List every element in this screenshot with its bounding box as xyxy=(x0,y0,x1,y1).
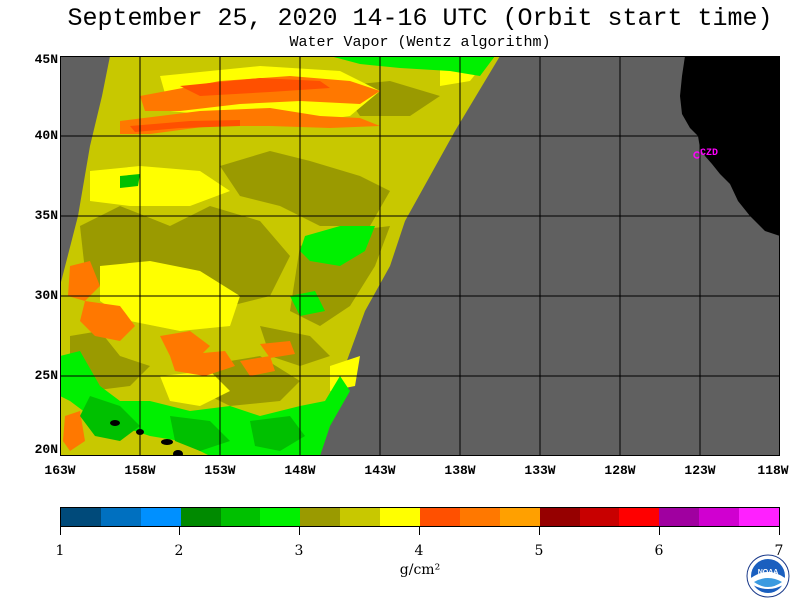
colorbar-units: g/cm² xyxy=(399,562,441,578)
colorbar-swatch xyxy=(100,508,141,526)
colorbar-swatch xyxy=(140,508,181,526)
lat-label-45n: 45N xyxy=(34,52,58,67)
lon-label-163w: 163W xyxy=(44,463,76,478)
north-america-land xyxy=(680,56,780,236)
lat-label-40n: 40N xyxy=(34,128,58,143)
svg-text:NOAA: NOAA xyxy=(758,569,779,576)
colorbar-swatch xyxy=(619,508,660,526)
colorbar-tick-6: 6 xyxy=(654,543,664,559)
lon-label-158w: 158W xyxy=(124,463,156,478)
colorbar-swatch xyxy=(459,508,500,526)
colorbar-swatch xyxy=(180,508,221,526)
lon-label-148w: 148W xyxy=(284,463,316,478)
lon-label-123w: 123W xyxy=(684,463,716,478)
colorbar-tick-5: 5 xyxy=(534,543,544,559)
colorbar-tickmark xyxy=(179,527,180,535)
colorbar-tick-3: 3 xyxy=(294,543,304,559)
colorbar-tickmark xyxy=(779,527,780,535)
colorbar-swatch xyxy=(659,508,700,526)
colorbar-swatch xyxy=(499,508,540,526)
colorbar-swatch xyxy=(739,508,780,526)
lon-label-138w: 138W xyxy=(444,463,476,478)
colorbar-tickmark xyxy=(419,527,420,535)
map-canvas: CZD xyxy=(60,56,780,456)
colorbar-swatch xyxy=(579,508,620,526)
graticule xyxy=(60,56,780,456)
colorbar-swatch xyxy=(340,508,381,526)
colorbar-swatch xyxy=(699,508,740,526)
map-border xyxy=(60,56,780,456)
colorbar-tickmark xyxy=(299,527,300,535)
lon-label-118w: 118W xyxy=(757,463,789,478)
station-label: CZD xyxy=(700,148,718,159)
colorbar-swatch xyxy=(260,508,301,526)
colorbar-tickmark xyxy=(60,527,61,535)
colorbar-tick-4: 4 xyxy=(414,543,424,559)
colorbar-swatch xyxy=(420,508,460,526)
colorbar-tick-2: 2 xyxy=(174,543,184,559)
lon-label-153w: 153W xyxy=(204,463,236,478)
lon-label-143w: 143W xyxy=(364,463,396,478)
lat-label-25n: 25N xyxy=(34,368,58,383)
lon-label-128w: 128W xyxy=(604,463,636,478)
page-subtitle: Water Vapor (Wentz algorithm) xyxy=(289,34,551,51)
noaa-logo-icon: NOAA xyxy=(746,554,790,598)
lat-label-35n: 35N xyxy=(34,208,58,223)
red-orange-accents xyxy=(130,78,330,132)
colorbar-swatch xyxy=(220,508,261,526)
colorbar-tick-1: 1 xyxy=(55,543,65,559)
colorbar-swatch xyxy=(380,508,421,526)
page-title: September 25, 2020 14-16 UTC (Orbit star… xyxy=(67,4,773,33)
lat-label-20n: 20N xyxy=(34,442,58,457)
colorbar xyxy=(60,507,780,527)
colorbar-tickmark xyxy=(659,527,660,535)
colorbar-swatch xyxy=(61,508,101,526)
lat-label-30n: 30N xyxy=(34,288,58,303)
colorbar-tickmark xyxy=(539,527,540,535)
colorbar-swatch xyxy=(300,508,341,526)
lon-label-133w: 133W xyxy=(524,463,556,478)
water-vapor-map: CZD xyxy=(60,56,780,456)
colorbar-swatch xyxy=(539,508,580,526)
dark-green-spots xyxy=(80,174,305,451)
colorbar-tick-7: 7 xyxy=(774,543,784,559)
